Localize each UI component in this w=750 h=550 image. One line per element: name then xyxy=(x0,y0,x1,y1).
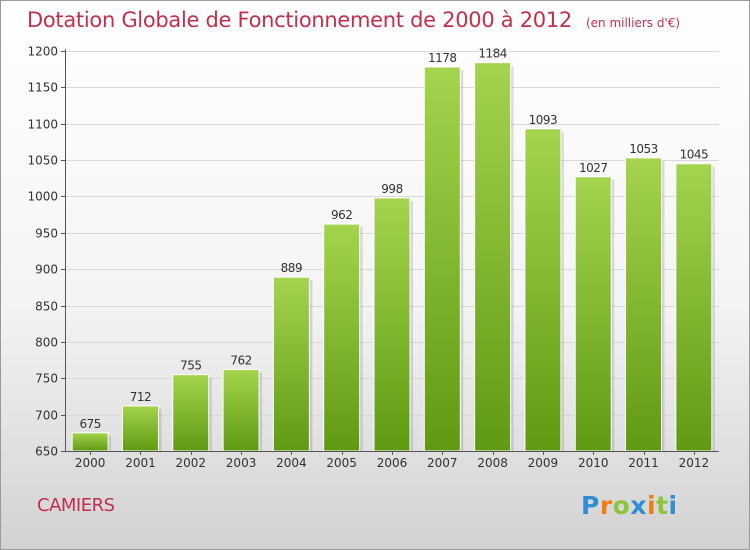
y-tick-label: 650 xyxy=(35,445,58,459)
bar xyxy=(524,128,562,452)
x-axis-ticks: 2000 2001 2002 2003 2004 2005 2006 2007 2008 2009… xyxy=(75,451,709,470)
bar xyxy=(272,276,310,452)
x-tick-label: 2011 xyxy=(628,456,659,470)
y-tick-label: 1200 xyxy=(27,45,58,59)
x-tick-label: 2007 xyxy=(427,456,458,470)
x-tick-label: 2008 xyxy=(477,456,508,470)
chart-subtitle: (en milliers d'€) xyxy=(585,16,681,30)
logo-letter: o xyxy=(612,491,631,520)
data-label: 1184 xyxy=(478,47,507,61)
y-tick-label: 1100 xyxy=(27,118,58,132)
bar xyxy=(675,163,713,452)
bar xyxy=(172,374,210,452)
bar xyxy=(121,405,159,452)
y-tick-label: 1050 xyxy=(27,154,58,168)
data-label: 1178 xyxy=(428,51,457,65)
data-label: 1093 xyxy=(529,113,558,127)
data-label: 755 xyxy=(180,359,201,373)
x-tick-label: 2002 xyxy=(175,456,206,470)
logo-letter: i xyxy=(647,491,657,520)
y-axis-ticks: 650 700 750 800 850 900 950 1000 1050 1100 1150 120… xyxy=(27,45,65,459)
data-label: 712 xyxy=(130,390,151,404)
x-tick-label: 2000 xyxy=(75,456,106,470)
logo-letter: i xyxy=(668,491,678,520)
bar xyxy=(625,157,663,452)
x-tick-label: 2003 xyxy=(226,456,257,470)
x-tick-label: 2004 xyxy=(276,456,307,470)
bar xyxy=(474,62,512,452)
bar xyxy=(222,369,260,452)
bar xyxy=(323,223,361,452)
logo-letter: r xyxy=(599,491,613,520)
data-label: 962 xyxy=(331,208,352,222)
data-label: 889 xyxy=(281,261,302,275)
bar xyxy=(423,66,461,452)
y-tick-label: 1150 xyxy=(27,81,58,95)
x-tick-label: 2010 xyxy=(578,456,609,470)
data-label: 762 xyxy=(230,354,251,368)
logo-letter: P xyxy=(581,491,600,520)
y-tick-label: 950 xyxy=(35,227,58,241)
x-tick-label: 2012 xyxy=(679,456,710,470)
logo-letter: t xyxy=(656,491,669,520)
bars xyxy=(71,62,715,452)
y-tick-label: 850 xyxy=(35,300,58,314)
data-label: 1027 xyxy=(579,161,608,175)
y-tick-label: 750 xyxy=(35,372,58,386)
x-tick-label: 2006 xyxy=(377,456,408,470)
x-tick-label: 2009 xyxy=(528,456,559,470)
data-label: 675 xyxy=(79,417,100,431)
y-tick-label: 1000 xyxy=(27,190,58,204)
proxiti-logo: Proxiti xyxy=(581,491,678,520)
chart-title-text: Dotation Globale de Fonctionnement de 20… xyxy=(27,8,572,32)
data-label: 1045 xyxy=(680,148,709,162)
y-tick-label: 800 xyxy=(35,336,58,350)
y-tick-label: 900 xyxy=(35,263,58,277)
x-tick-label: 2001 xyxy=(125,456,156,470)
y-tick-label: 700 xyxy=(35,409,58,423)
bar xyxy=(71,432,109,452)
logo-letter: x xyxy=(630,491,647,520)
data-label: 998 xyxy=(381,182,402,196)
data-labels: 675 712 755 762 889 962 998 1178 1184 1093 1027 105… xyxy=(79,47,708,431)
bar xyxy=(574,176,612,452)
bar xyxy=(373,197,411,452)
chart-title: Dotation Globale de Fonctionnement de 20… xyxy=(27,8,680,32)
x-tick-label: 2005 xyxy=(326,456,357,470)
data-label: 1053 xyxy=(629,142,658,156)
location-name: CAMIERS xyxy=(37,495,115,516)
